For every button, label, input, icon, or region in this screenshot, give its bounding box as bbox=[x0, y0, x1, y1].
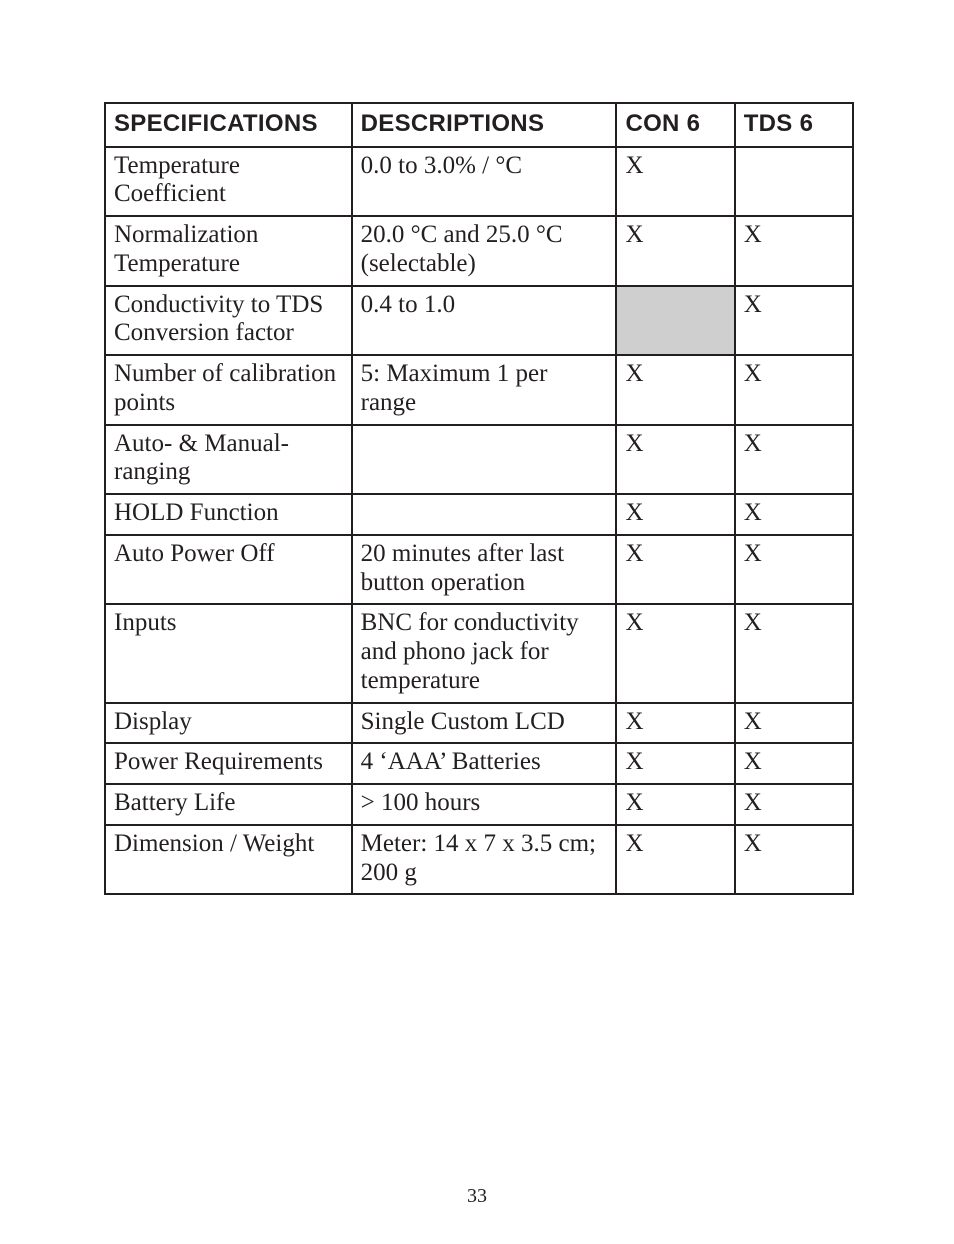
page: SPECIFICATIONS DESCRIPTIONS CON 6 TDS 6 … bbox=[0, 0, 954, 1244]
cell-con6: X bbox=[616, 784, 734, 825]
table-row: Temperature Coefficient0.0 to 3.0% / °CX bbox=[105, 147, 853, 217]
cell-specification: Auto- & Manual-ranging bbox=[105, 425, 352, 495]
cell-con6: X bbox=[616, 535, 734, 605]
specifications-table: SPECIFICATIONS DESCRIPTIONS CON 6 TDS 6 … bbox=[104, 102, 854, 895]
cell-con6: X bbox=[616, 743, 734, 784]
cell-con6: X bbox=[616, 703, 734, 744]
table-row: Auto Power Off20 minutes after last butt… bbox=[105, 535, 853, 605]
cell-con6: X bbox=[616, 425, 734, 495]
table-row: DisplaySingle Custom LCDXX bbox=[105, 703, 853, 744]
cell-con6: X bbox=[616, 604, 734, 702]
cell-con6: X bbox=[616, 825, 734, 895]
cell-tds6: X bbox=[735, 494, 853, 535]
cell-con6: X bbox=[616, 147, 734, 217]
header-specifications: SPECIFICATIONS bbox=[105, 103, 352, 147]
cell-tds6: X bbox=[735, 825, 853, 895]
cell-specification: Power Requirements bbox=[105, 743, 352, 784]
cell-tds6: X bbox=[735, 703, 853, 744]
cell-specification: Inputs bbox=[105, 604, 352, 702]
cell-specification: Conductivity to TDS Conversion factor bbox=[105, 286, 352, 356]
cell-tds6: X bbox=[735, 355, 853, 425]
cell-tds6: X bbox=[735, 216, 853, 286]
cell-description: 20 minutes after last button operation bbox=[352, 535, 617, 605]
cell-con6: X bbox=[616, 355, 734, 425]
cell-description: Single Custom LCD bbox=[352, 703, 617, 744]
table-row: Number of calibration points5: Maximum 1… bbox=[105, 355, 853, 425]
header-con6: CON 6 bbox=[616, 103, 734, 147]
table-row: Dimension / WeightMeter: 14 x 7 x 3.5 cm… bbox=[105, 825, 853, 895]
cell-specification: Dimension / Weight bbox=[105, 825, 352, 895]
cell-description: 5: Maximum 1 per range bbox=[352, 355, 617, 425]
cell-specification: Number of calibration points bbox=[105, 355, 352, 425]
cell-con6: X bbox=[616, 494, 734, 535]
cell-specification: Display bbox=[105, 703, 352, 744]
cell-tds6: X bbox=[735, 784, 853, 825]
cell-description bbox=[352, 425, 617, 495]
table-header-row: SPECIFICATIONS DESCRIPTIONS CON 6 TDS 6 bbox=[105, 103, 853, 147]
table-row: Auto- & Manual-ranging XX bbox=[105, 425, 853, 495]
cell-description bbox=[352, 494, 617, 535]
table-row: Normalization Temperature20.0 °C and 25.… bbox=[105, 216, 853, 286]
table-row: Conductivity to TDS Conversion factor0.4… bbox=[105, 286, 853, 356]
cell-tds6: X bbox=[735, 604, 853, 702]
cell-tds6: X bbox=[735, 286, 853, 356]
cell-specification: Battery Life bbox=[105, 784, 352, 825]
cell-description: BNC for conductivity and phono jack for … bbox=[352, 604, 617, 702]
cell-con6: X bbox=[616, 216, 734, 286]
cell-specification: Temperature Coefficient bbox=[105, 147, 352, 217]
cell-description: 0.4 to 1.0 bbox=[352, 286, 617, 356]
cell-specification: HOLD Function bbox=[105, 494, 352, 535]
cell-tds6: X bbox=[735, 425, 853, 495]
table-row: Power Requirements4 ‘AAA’ BatteriesXX bbox=[105, 743, 853, 784]
cell-con6 bbox=[616, 286, 734, 356]
cell-tds6: X bbox=[735, 535, 853, 605]
table-row: InputsBNC for conductivity and phono jac… bbox=[105, 604, 853, 702]
header-descriptions: DESCRIPTIONS bbox=[352, 103, 617, 147]
table-body: Temperature Coefficient0.0 to 3.0% / °CX… bbox=[105, 147, 853, 895]
header-tds6: TDS 6 bbox=[735, 103, 853, 147]
cell-description: 4 ‘AAA’ Batteries bbox=[352, 743, 617, 784]
cell-description: 0.0 to 3.0% / °C bbox=[352, 147, 617, 217]
cell-specification: Auto Power Off bbox=[105, 535, 352, 605]
cell-specification: Normalization Temperature bbox=[105, 216, 352, 286]
table-row: HOLD Function XX bbox=[105, 494, 853, 535]
cell-description: 20.0 °C and 25.0 °C (selectable) bbox=[352, 216, 617, 286]
table-row: Battery Life> 100 hoursXX bbox=[105, 784, 853, 825]
cell-description: > 100 hours bbox=[352, 784, 617, 825]
cell-tds6: X bbox=[735, 743, 853, 784]
page-number: 33 bbox=[0, 1185, 954, 1208]
cell-description: Meter: 14 x 7 x 3.5 cm; 200 g bbox=[352, 825, 617, 895]
cell-tds6 bbox=[735, 147, 853, 217]
